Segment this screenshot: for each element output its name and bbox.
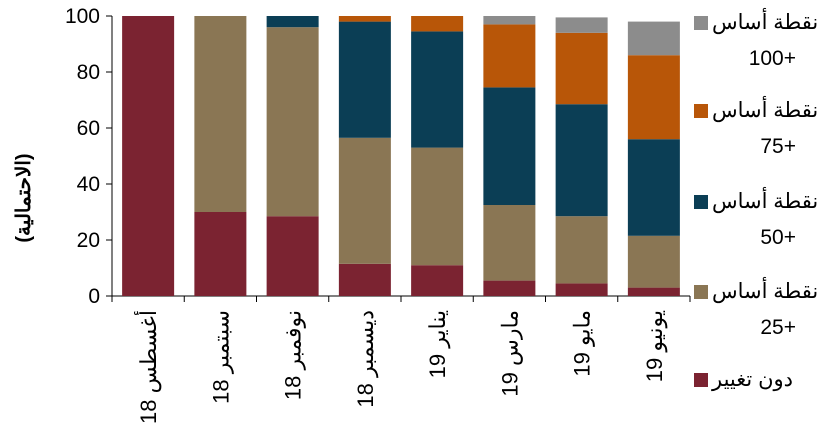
x-category-label: يونيو 19	[642, 310, 668, 382]
legend-label-line1: نقطة أساس	[712, 7, 818, 35]
bar-segment	[411, 16, 464, 32]
legend-swatch	[694, 104, 708, 118]
bar-segment	[411, 147, 464, 266]
legend-label-line1: نقطة أساس	[712, 186, 818, 214]
x-category-label: أغسطس 18	[133, 310, 162, 424]
x-category-labels: أغسطس 18 سبتمبر 18 نوفمبر 18 ديسمبر 18 يناير…	[133, 310, 668, 424]
y-tick-label: 40	[77, 173, 100, 196]
bar-segment	[122, 16, 175, 296]
y-axis-label: (الاحتمالية)	[13, 153, 35, 242]
bar-segment	[266, 16, 319, 28]
bar-segment	[338, 16, 391, 22]
x-category-label: يناير 19	[425, 310, 451, 378]
bar-segment	[555, 104, 608, 217]
bar-segment	[338, 263, 391, 296]
legend-label-line2: 50+	[760, 226, 796, 249]
bar-segment	[266, 216, 319, 296]
legend-swatch	[694, 373, 708, 387]
bar-segment	[338, 21, 391, 138]
legend-label-line1: دون تغيير	[711, 368, 793, 392]
bar-segment	[411, 31, 464, 148]
bar-segment	[194, 212, 247, 296]
legend-label-line1: نقطة أساس	[712, 95, 818, 123]
bar-segment	[555, 283, 608, 296]
legend-swatch	[694, 195, 708, 209]
bar-segment	[483, 280, 536, 296]
bar-segment	[627, 55, 680, 140]
x-category-label: مارس 19	[497, 310, 523, 397]
bar-segment	[338, 137, 391, 264]
bar-segment	[555, 17, 608, 33]
bar-segment	[483, 205, 536, 281]
y-tick-labels: 0 20 40 60 80 100	[65, 5, 100, 308]
bar-segment	[627, 139, 680, 236]
legend-swatch	[694, 285, 708, 299]
y-tick-label: 20	[77, 229, 100, 252]
y-tick-label: 100	[65, 5, 100, 28]
y-tick-label: 80	[77, 61, 100, 84]
y-tick-label: 60	[77, 117, 100, 140]
legend-label-line2: 25+	[760, 316, 796, 339]
bar-segment	[627, 21, 680, 56]
bar-segment	[483, 24, 536, 88]
y-tick-label: 0	[88, 285, 100, 308]
bar-segment	[483, 87, 536, 205]
bar-segment	[627, 235, 680, 288]
x-category-label: ديسمبر 18	[353, 310, 379, 408]
legend-swatch	[694, 16, 708, 30]
x-category-label: نوفمبر 18	[281, 310, 307, 400]
bar-segment	[266, 27, 319, 217]
x-category-label: مايو 19	[570, 310, 596, 377]
bar-segment	[483, 16, 536, 25]
bars	[122, 16, 680, 296]
bar-segment	[555, 216, 608, 284]
legend-label-line2: 75+	[760, 135, 796, 158]
bar-segment	[194, 16, 247, 212]
legend: نقطة أساس 100+ نقطة أساس 75+ نقطة أساس 50+ نقط…	[694, 7, 818, 392]
legend-label-line1: نقطة أساس	[712, 276, 818, 304]
bar-segment	[555, 32, 608, 105]
legend-label-line2: 100+	[749, 47, 796, 70]
bar-segment	[411, 265, 464, 296]
x-category-label: سبتمبر 18	[208, 310, 234, 404]
bar-segment	[627, 287, 680, 296]
